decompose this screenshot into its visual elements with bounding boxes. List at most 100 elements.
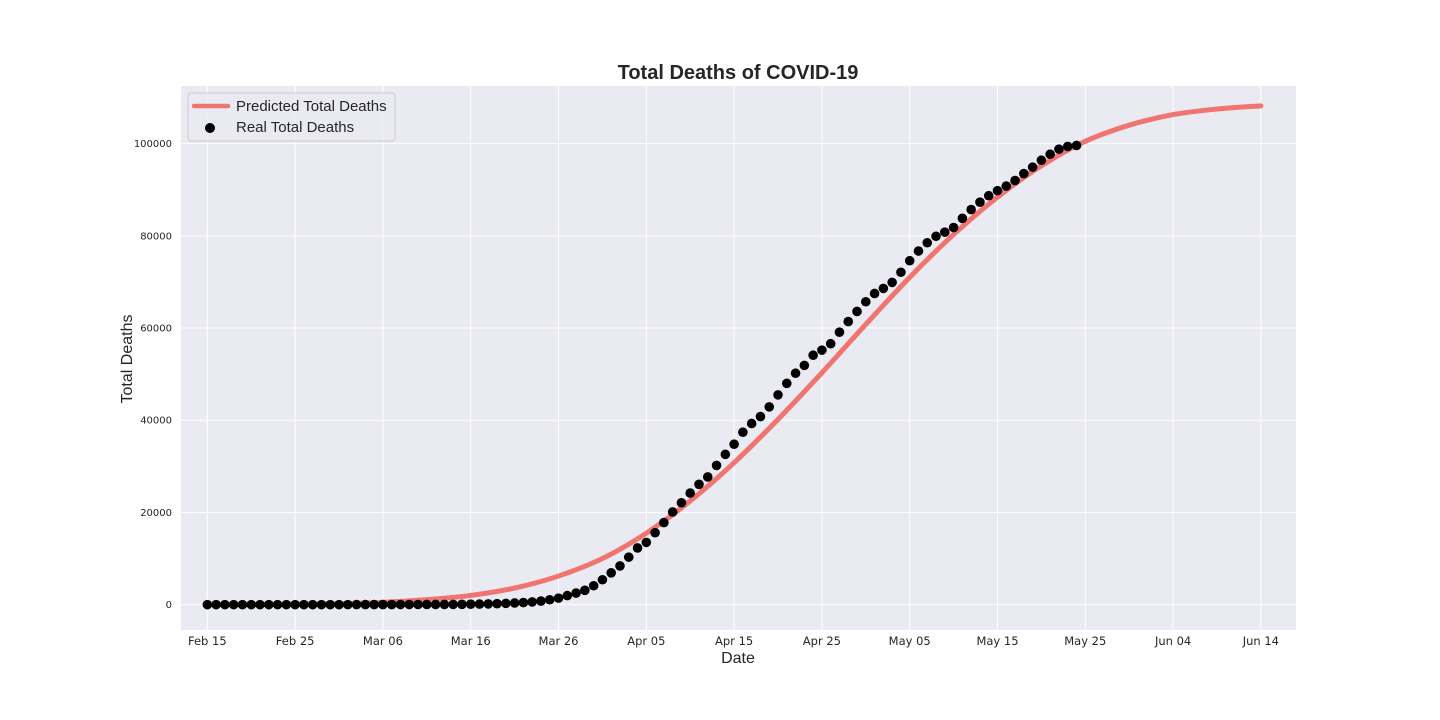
x-tick-label: Mar 26	[539, 634, 579, 648]
real-total-deaths-point	[940, 227, 950, 237]
y-tick-label: 0	[166, 600, 172, 611]
real-total-deaths-point	[492, 598, 502, 609]
real-total-deaths-point	[395, 599, 406, 610]
real-total-deaths-point	[264, 599, 274, 610]
real-total-deaths-point	[869, 288, 880, 299]
x-axis-ticks: Feb 15 Feb 25 Mar 06 Mar 16 Mar 26 Apr 05 Apr …	[188, 634, 1279, 648]
real-total-deaths-point	[711, 460, 722, 471]
real-total-deaths-point	[1010, 175, 1020, 186]
real-total-deaths-point	[1071, 140, 1082, 151]
real-total-deaths-point	[536, 596, 546, 606]
real-total-deaths-point	[404, 599, 415, 610]
real-total-deaths-point	[966, 204, 976, 215]
y-tick-label: 80000	[140, 231, 172, 242]
real-total-deaths-point	[825, 338, 836, 349]
grid	[181, 86, 1296, 630]
real-total-deaths-point	[729, 439, 739, 450]
real-total-deaths-point	[386, 599, 397, 610]
real-total-deaths-point	[299, 599, 309, 610]
real-total-deaths-point	[773, 390, 783, 400]
real-total-deaths-point	[738, 427, 748, 438]
real-total-deaths-point	[316, 599, 327, 610]
real-total-deaths-point	[790, 368, 801, 379]
real-total-deaths-point	[676, 497, 687, 508]
real-total-deaths-point	[922, 237, 933, 248]
real-total-deaths-point	[553, 593, 564, 603]
real-total-deaths-point	[720, 449, 731, 460]
real-total-deaths-point	[272, 599, 283, 610]
real-total-deaths-point	[913, 246, 924, 256]
x-tick-label: Jun 04	[1154, 634, 1191, 648]
real-total-deaths-point	[694, 479, 704, 490]
real-total-deaths-point	[1027, 162, 1038, 172]
real-total-deaths-point	[1019, 168, 1029, 179]
real-total-deaths-point	[948, 222, 959, 233]
legend-frame	[187, 92, 396, 142]
x-tick-label: May 15	[976, 634, 1018, 648]
real-total-deaths-point	[606, 568, 616, 578]
real-total-deaths-point	[641, 537, 652, 548]
real-total-deaths-point	[992, 185, 1003, 196]
real-total-deaths-point	[834, 327, 845, 337]
real-total-deaths-point	[580, 585, 590, 596]
real-total-deaths-point	[904, 255, 915, 266]
real-total-deaths-point	[852, 306, 862, 317]
real-total-deaths-point	[369, 599, 379, 610]
x-tick-label: Mar 06	[363, 634, 403, 648]
real-total-deaths-point	[246, 599, 257, 610]
real-total-deaths-point	[422, 599, 432, 610]
real-total-deaths-point	[667, 507, 678, 517]
real-total-deaths-point	[351, 599, 362, 610]
real-total-deaths-point	[518, 597, 529, 608]
real-total-deaths-point	[571, 588, 581, 598]
real-total-deaths-point	[799, 360, 810, 371]
y-axis-ticks: 0 20000 40000 60000 80000 100000	[134, 139, 172, 611]
real-total-deaths-point	[817, 345, 827, 355]
real-total-deaths-point	[896, 267, 906, 278]
x-tick-label: Feb 15	[188, 634, 227, 648]
real-total-deaths-point	[307, 599, 318, 610]
x-tick-label: Mar 16	[451, 634, 491, 648]
real-total-deaths-point	[632, 543, 643, 553]
x-axis-label: Date	[721, 650, 755, 667]
real-total-deaths-point	[228, 599, 239, 610]
legend-real-label: Real Total Deaths	[236, 119, 354, 136]
real-total-deaths-point	[1054, 144, 1064, 154]
real-total-deaths-point	[1001, 181, 1012, 191]
chart-title: Total Deaths of COVID-19	[618, 62, 859, 84]
real-total-deaths-point	[562, 590, 573, 601]
real-total-deaths-point	[474, 599, 485, 609]
real-total-deaths-point	[202, 599, 213, 610]
x-tick-label: May 05	[889, 634, 931, 648]
real-total-deaths-point	[702, 472, 713, 482]
real-total-deaths-point	[457, 599, 467, 610]
plot-area	[181, 86, 1296, 630]
y-tick-label: 60000	[140, 324, 172, 335]
real-total-deaths-point	[975, 197, 985, 207]
real-total-deaths-point	[808, 350, 818, 361]
real-total-deaths-point	[255, 599, 265, 610]
real-total-deaths-point	[334, 599, 344, 610]
real-total-deaths-point	[746, 418, 757, 429]
real-total-deaths-point	[755, 411, 766, 422]
real-total-deaths-point	[685, 488, 696, 498]
x-tick-label: Jun 14	[1242, 634, 1279, 648]
legend-predicted-label: Predicted Total Deaths	[236, 98, 387, 115]
real-total-deaths-point	[483, 599, 494, 609]
real-total-deaths-point	[887, 277, 897, 288]
y-tick-label: 100000	[134, 139, 172, 150]
real-total-deaths-point	[597, 574, 608, 585]
real-total-deaths-point	[983, 190, 994, 201]
real-series	[202, 140, 1082, 610]
x-tick-label: Feb 25	[276, 634, 315, 648]
y-tick-label: 20000	[140, 508, 172, 519]
real-total-deaths-point	[878, 283, 889, 294]
x-tick-label: Apr 25	[803, 634, 841, 648]
real-total-deaths-point	[413, 599, 423, 610]
real-total-deaths-point	[281, 599, 292, 610]
real-total-deaths-point	[659, 517, 669, 528]
real-total-deaths-point	[501, 598, 511, 609]
real-total-deaths-point	[588, 580, 599, 591]
real-total-deaths-point	[465, 599, 476, 609]
